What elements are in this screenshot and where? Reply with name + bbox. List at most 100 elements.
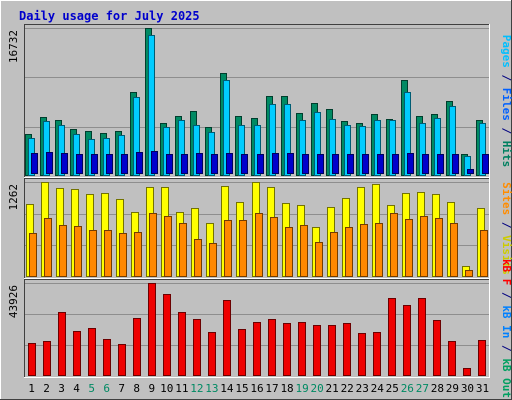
x-tick-day-8: 8 <box>133 382 140 395</box>
bar-pages-day-18 <box>287 153 294 174</box>
bar-sites-day-31 <box>480 230 488 277</box>
bar-kbf-day-21 <box>328 325 336 376</box>
y-max-label-middle: 1262 <box>7 184 20 211</box>
bar-kbf-day-12 <box>193 319 201 376</box>
bar-kbf-day-8 <box>133 318 141 376</box>
bar-sites-day-4 <box>74 226 82 277</box>
bar-pages-day-13 <box>211 154 218 174</box>
bar-kbf-day-3 <box>58 312 66 376</box>
bar-pages-day-8 <box>136 152 143 174</box>
bar-files-day-3 <box>58 125 65 176</box>
bar-kbf-day-26 <box>403 305 411 376</box>
x-tick-day-3: 3 <box>58 382 65 395</box>
legend-middle-part-3: Visits <box>500 235 512 275</box>
bar-pages-day-1 <box>31 153 38 174</box>
legend-bottom: kB F / kB In / kB Out <box>500 259 512 398</box>
legend-top-part-4: / <box>500 121 512 141</box>
bar-files-day-2 <box>43 121 50 176</box>
bar-sites-day-20 <box>315 242 323 277</box>
x-tick-day-9: 9 <box>148 382 155 395</box>
bar-files-day-30 <box>464 156 471 176</box>
bar-kbf-day-11 <box>178 312 186 376</box>
bar-sites-day-2 <box>44 218 52 277</box>
y-max-label-bottom: 43926 <box>7 285 20 318</box>
bar-files-day-17 <box>269 104 276 176</box>
bar-pages-day-3 <box>61 153 68 174</box>
bar-sites-day-30 <box>465 270 473 277</box>
bar-pages-day-31 <box>482 154 489 174</box>
bar-sites-day-18 <box>285 227 293 277</box>
bar-sites-day-1 <box>29 233 37 277</box>
x-tick-day-5: 5 <box>88 382 95 395</box>
bar-pages-day-23 <box>362 154 369 174</box>
bar-sites-day-23 <box>360 224 368 277</box>
bar-files-day-24 <box>374 120 381 176</box>
bar-pages-day-12 <box>196 153 203 174</box>
bar-kbf-day-6 <box>103 339 111 376</box>
bar-files-day-12 <box>193 125 200 176</box>
bar-kbf-day-13 <box>208 332 216 376</box>
bar-kbf-day-1 <box>28 343 36 376</box>
bar-sites-day-16 <box>255 213 263 277</box>
bar-kbf-day-7 <box>118 344 126 376</box>
bar-sites-day-10 <box>164 216 172 277</box>
x-tick-day-28: 28 <box>431 382 444 395</box>
bar-kbf-day-31 <box>478 340 486 376</box>
bar-pages-day-19 <box>302 154 309 174</box>
bar-sites-day-26 <box>405 219 413 277</box>
panel-middle: 1262 Sites / Visits <box>7 178 512 279</box>
x-tick-day-14: 14 <box>220 382 234 395</box>
x-tick-day-2: 2 <box>43 382 50 395</box>
bar-sites-day-14 <box>224 220 232 277</box>
bar-files-day-15 <box>238 125 245 176</box>
x-tick-day-21: 21 <box>326 382 339 395</box>
x-tick-day-30: 30 <box>461 382 474 395</box>
bar-pages-day-11 <box>181 154 188 174</box>
x-tick-day-13: 13 <box>205 382 218 395</box>
bar-sites-day-27 <box>420 216 428 277</box>
bar-sites-day-28 <box>435 218 443 277</box>
bar-pages-day-9 <box>151 151 158 174</box>
bar-files-day-10 <box>163 127 170 176</box>
x-tick-day-26: 26 <box>401 382 414 395</box>
bar-pages-day-15 <box>241 154 248 174</box>
bar-pages-day-24 <box>377 154 384 174</box>
legend-top-part-3: Files <box>500 88 512 121</box>
bar-sites-day-6 <box>104 230 112 277</box>
bar-kbf-day-29 <box>448 341 456 376</box>
bar-files-day-21 <box>329 119 336 176</box>
bar-sites-day-15 <box>239 220 247 277</box>
x-tick-day-19: 19 <box>295 382 308 395</box>
bar-kbf-day-17 <box>268 319 276 376</box>
bar-kbf-day-20 <box>313 325 321 376</box>
bar-files-day-19 <box>299 120 306 176</box>
bar-sites-day-24 <box>375 223 383 277</box>
bar-kbf-day-30 <box>463 368 471 376</box>
legend-middle-part-1: Sites <box>500 182 512 215</box>
x-tick-day-4: 4 <box>73 382 80 395</box>
bar-sites-day-17 <box>270 217 278 277</box>
bar-pages-day-26 <box>407 153 414 174</box>
chart-title: Daily usage for July 2025 <box>19 9 200 23</box>
bar-files-day-26 <box>404 92 411 176</box>
x-tick-day-23: 23 <box>356 382 369 395</box>
bar-files-day-28 <box>434 118 441 176</box>
legend-bottom-part-1: kB F <box>500 259 512 286</box>
bar-pages-day-22 <box>347 154 354 174</box>
x-tick-day-25: 25 <box>386 382 399 395</box>
x-tick-day-17: 17 <box>265 382 278 395</box>
bar-sites-day-29 <box>450 223 458 277</box>
bar-files-day-25 <box>389 120 396 176</box>
legend-top: Pages / Files / Hits <box>500 35 512 168</box>
x-tick-day-27: 27 <box>416 382 429 395</box>
bar-kbf-day-16 <box>253 322 261 376</box>
x-tick-day-6: 6 <box>103 382 110 395</box>
bar-pages-day-2 <box>46 152 53 174</box>
bar-sites-day-12 <box>194 239 202 277</box>
bar-kbf-day-2 <box>43 341 51 376</box>
bar-files-day-8 <box>133 97 140 176</box>
bar-sites-day-22 <box>345 227 353 277</box>
bar-pages-day-29 <box>452 154 459 174</box>
